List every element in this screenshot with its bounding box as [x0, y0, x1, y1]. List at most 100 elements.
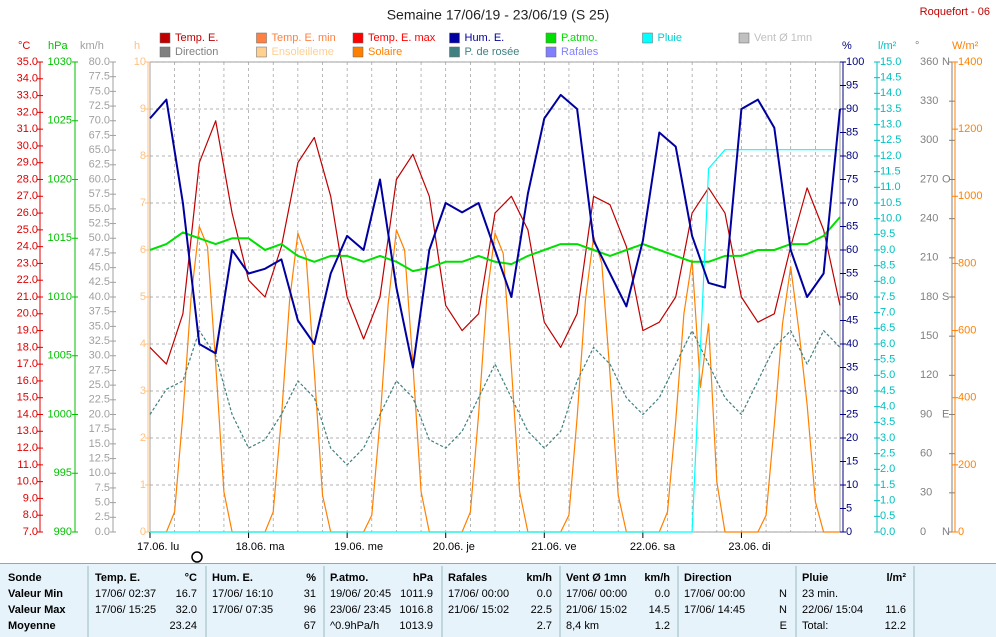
- y-tick-label: 20: [846, 432, 858, 444]
- direction-label: N: [942, 56, 950, 68]
- table-cell: Valeur Max: [8, 604, 66, 616]
- legend-label: Direction: [175, 46, 218, 58]
- legend-swatch: [449, 46, 460, 58]
- y-tick-label: 0.0: [880, 526, 895, 538]
- y-tick-label: 10: [846, 479, 858, 491]
- y-tick-label: 70: [846, 197, 858, 209]
- y-tick-label: 7.5: [880, 291, 895, 303]
- table-cell: 23 min.: [802, 588, 838, 600]
- table-cell: km/h: [526, 572, 552, 584]
- table-cell: N: [779, 588, 787, 600]
- table-cell: 22.5: [531, 604, 552, 616]
- y-tick-label: 1010: [48, 291, 72, 303]
- y-tick-label: 25: [846, 408, 858, 420]
- y-tick-label: 1025: [48, 115, 72, 127]
- y-tick-label: 1005: [48, 350, 72, 362]
- table-cell: Moyenne: [8, 620, 56, 632]
- y-tick-label: 1020: [48, 173, 72, 185]
- y-tick-label: 5.5: [880, 354, 895, 366]
- y-tick-label: 85: [846, 126, 858, 138]
- y-tick-label: 18.0: [17, 341, 38, 353]
- legend-swatch: [159, 46, 171, 58]
- table-cell: 21/06/ 15:02: [566, 604, 627, 616]
- x-tick-label: 20.06. je: [433, 541, 475, 553]
- legend-swatch: [545, 46, 557, 58]
- x-tick-label: 21.06. ve: [531, 541, 576, 553]
- table-cell: 67: [304, 620, 316, 632]
- legend-label: Vent Ø 1mn: [754, 32, 812, 44]
- y-tick-label: 29.0: [17, 157, 38, 169]
- table-cell: 12.2: [885, 620, 906, 632]
- y-tick-label: 15: [846, 455, 858, 467]
- legend-label: Temp. E. max: [368, 32, 436, 44]
- y-tick-label: 13.5: [880, 103, 901, 115]
- y-tick-label: 4.5: [880, 385, 895, 397]
- table-cell: Direction: [684, 572, 732, 584]
- table-cell: 17/06/ 15:25: [95, 604, 156, 616]
- y-tick-label: 35.0: [89, 320, 110, 332]
- y-tick-label: 180: [920, 291, 938, 303]
- y-tick-label: 30: [846, 385, 858, 397]
- legend-swatch: [642, 32, 653, 44]
- y-tick-label: 5.0: [880, 369, 895, 381]
- y-tick-label: 80: [846, 150, 858, 162]
- y-tick-label: 12.0: [17, 442, 38, 454]
- y-tick-label: 120: [920, 369, 938, 381]
- y-tick-label: 200: [958, 459, 976, 471]
- y-tick-label: 19.0: [17, 324, 38, 336]
- y-tick-label: 210: [920, 252, 938, 264]
- table-cell: 2.7: [537, 620, 552, 632]
- y-tick-label: 270: [920, 173, 938, 185]
- y-tick-label: 5.0: [95, 497, 110, 509]
- y-tick-label: 67.5: [89, 129, 110, 141]
- y-tick-label: 11.0: [880, 181, 901, 193]
- y-tick-label: 34.0: [17, 73, 38, 85]
- y-tick-label: 22.5: [89, 394, 110, 406]
- y-tick-label: 8.5: [880, 260, 895, 272]
- y-tick-label: 70.0: [89, 115, 110, 127]
- y-tick-label: 100: [846, 56, 864, 68]
- y-tick-label: 26.0: [17, 207, 38, 219]
- table-cell: P.atmo.: [330, 572, 368, 584]
- y-tick-label: 7: [140, 197, 146, 209]
- legend-label: Temp. E.: [175, 32, 218, 44]
- y-tick-label: 7.5: [95, 482, 110, 494]
- y-tick-label: 7.0: [880, 307, 895, 319]
- y-tick-label: 95: [846, 79, 858, 91]
- table-cell: °C: [185, 572, 197, 584]
- table-border: [0, 563, 996, 564]
- table-cell: Vent Ø 1mn: [566, 572, 627, 584]
- y-tick-label: 8.0: [880, 275, 895, 287]
- y-tick-label: 11.0: [17, 459, 38, 471]
- y-tick-label: 600: [958, 324, 976, 336]
- table-cell: 14.5: [649, 604, 670, 616]
- y-tick-label: 1000: [48, 408, 72, 420]
- table-cell: 17/06/ 00:00: [684, 588, 745, 600]
- axis-unit-label: W/m²: [952, 40, 979, 52]
- legend-swatch: [449, 32, 460, 44]
- table-cell: 17/06/ 07:35: [212, 604, 273, 616]
- y-tick-label: 90: [846, 103, 858, 115]
- y-tick-label: 6.0: [880, 338, 895, 350]
- y-tick-label: 20.0: [89, 408, 110, 420]
- table-cell: 17/06/ 14:45: [684, 604, 745, 616]
- table-cell: 32.0: [176, 604, 197, 616]
- y-tick-label: 60: [920, 448, 932, 460]
- y-tick-label: 360: [920, 56, 938, 68]
- table-cell: 31: [304, 588, 316, 600]
- y-tick-label: 47.5: [89, 247, 110, 259]
- y-tick-label: 1015: [48, 232, 72, 244]
- y-tick-label: 330: [920, 95, 938, 107]
- table-cell: 17/06/ 16:10: [212, 588, 273, 600]
- table-cell: Hum. E.: [212, 572, 253, 584]
- y-tick-label: 62.5: [89, 159, 110, 171]
- table-cell: 11.6: [885, 604, 906, 616]
- y-tick-label: 22.0: [17, 274, 38, 286]
- y-tick-label: 30.0: [89, 350, 110, 362]
- legend-label: P.atmo.: [561, 32, 598, 44]
- y-tick-label: 0: [140, 526, 146, 538]
- y-tick-label: 9.5: [880, 228, 895, 240]
- y-tick-label: 42.5: [89, 276, 110, 288]
- legend-label: Ensoleilleme: [272, 46, 334, 58]
